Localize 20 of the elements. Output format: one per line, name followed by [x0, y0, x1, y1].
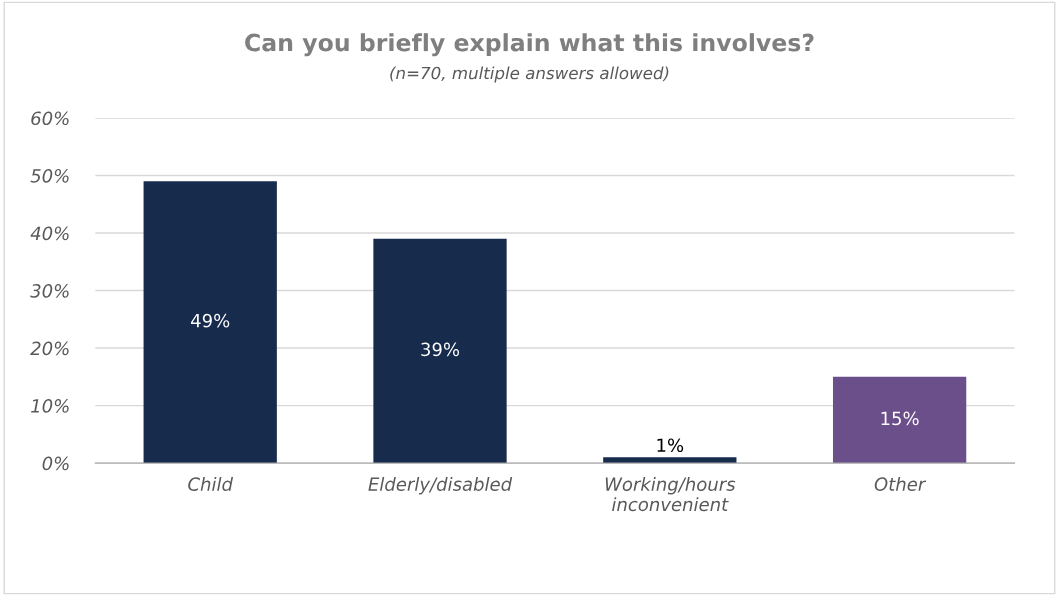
- y-tick-label: 30%: [30, 284, 69, 298]
- y-tick-label: 60%: [31, 111, 69, 126]
- data-label: 15%: [881, 411, 919, 426]
- x-tick-label: Elderly/disabled: [368, 476, 513, 495]
- y-tick-label: 50%: [30, 168, 69, 183]
- data-label: 1%: [657, 438, 684, 453]
- chart-title: Can you briefly explain what this involves?: [245, 33, 814, 57]
- bar: [832, 376, 967, 464]
- y-tick-label: 10%: [31, 399, 69, 413]
- x-tick-label: Child: [188, 476, 234, 491]
- y-tick-label: 0%: [42, 456, 69, 471]
- bar: [373, 238, 507, 464]
- bar: [143, 181, 277, 464]
- y-tick-label: 20%: [30, 341, 69, 356]
- x-tick-label: Working/hours inconvenient: [605, 476, 736, 512]
- y-tick-label: 40%: [30, 226, 69, 241]
- data-label: 39%: [421, 342, 460, 357]
- chart-subtitle: (n=70, multiple answers allowed): [390, 66, 669, 83]
- data-label: 49%: [191, 313, 230, 328]
- x-tick-label: Other: [874, 476, 927, 491]
